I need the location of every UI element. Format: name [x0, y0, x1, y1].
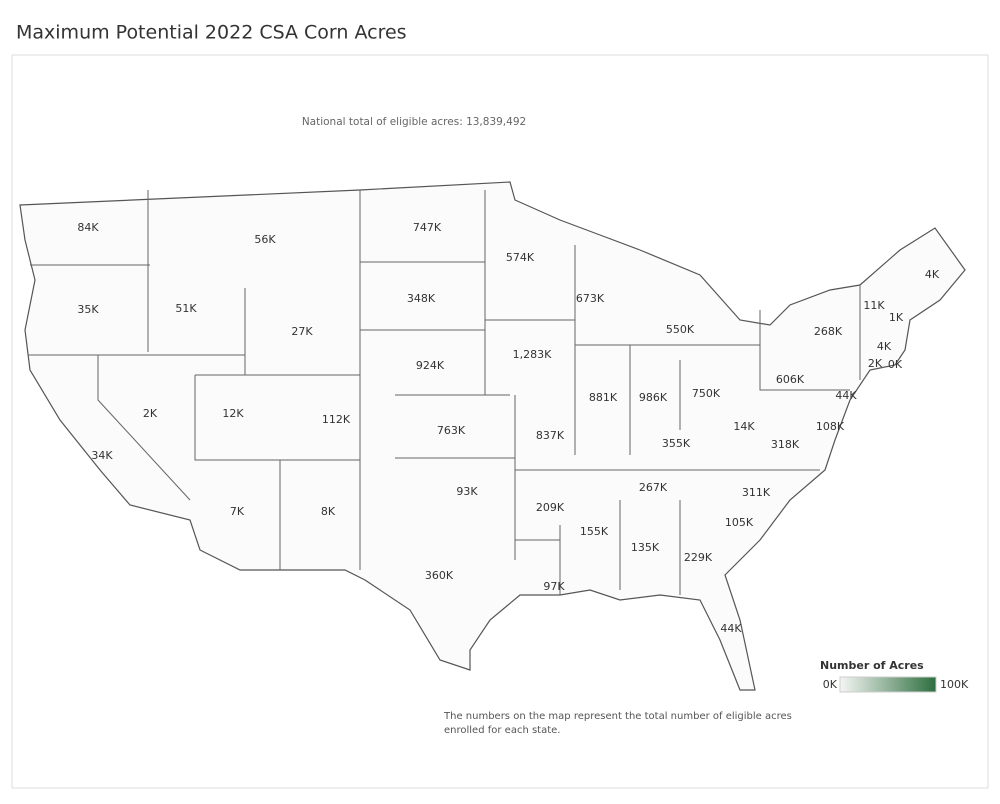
state-label: 105K [725, 516, 754, 529]
state-label: 1,283K [513, 348, 552, 361]
state-label: 4K [877, 340, 892, 353]
title: Maximum Potential 2022 CSA Corn Acres [16, 22, 407, 44]
state-label: 2K [143, 407, 158, 420]
state-label: 209K [536, 501, 565, 514]
state-label: 268K [814, 325, 843, 338]
state-label: 35K [77, 303, 99, 316]
state-label: 51K [175, 302, 197, 315]
state-label: 34K [91, 449, 113, 462]
state-label: 44K [835, 389, 857, 402]
state-label: 311K [742, 486, 771, 499]
state-label: 986K [639, 391, 668, 404]
state-label: 348K [407, 292, 436, 305]
state-label: 44K [720, 622, 742, 635]
state-label: 0K [888, 358, 903, 371]
state-borders [28, 190, 861, 595]
state-label: 924K [416, 359, 445, 372]
state-label: 1K [889, 311, 904, 324]
state-label: 155K [580, 525, 609, 538]
frame [11, 54, 989, 789]
state-label: 606K [776, 373, 805, 386]
state-label: 27K [291, 325, 313, 338]
state-label: 881K [589, 391, 618, 404]
state-label: 84K [77, 221, 99, 234]
state-label: 673K [576, 292, 605, 305]
state-label: 763K [437, 424, 466, 437]
state-label: 11K [863, 299, 885, 312]
state-label: 837K [536, 429, 565, 442]
state-label: 267K [639, 481, 668, 494]
state-label: 2K [868, 357, 883, 370]
state-label: 112K [322, 413, 351, 426]
footnote: The numbers on the map represent the tot… [443, 711, 792, 722]
state-label: 8K [321, 505, 336, 518]
state-label: 56K [254, 233, 276, 246]
state-label: 750K [692, 387, 721, 400]
state-label: 574K [506, 251, 535, 264]
subtitle: National total of eligible acres: 13,839… [302, 116, 526, 128]
legend-min: 0K [823, 678, 838, 691]
state-label: 12K [222, 407, 244, 420]
us-outline [19, 181, 966, 691]
state-label: 14K [733, 420, 755, 433]
legend-title: Number of Acres [820, 659, 924, 672]
state-label: 7K [230, 505, 245, 518]
state-label: 355K [662, 437, 691, 450]
legend-max: 100K [940, 678, 969, 691]
footnote: enrolled for each state. [444, 725, 560, 736]
state-label: 360K [425, 569, 454, 582]
state-label: 4K [925, 268, 940, 281]
state-label: 747K [413, 221, 442, 234]
state-label: 93K [456, 485, 478, 498]
state-label: 550K [666, 323, 695, 336]
state-label: 108K [816, 420, 845, 433]
state-label: 135K [631, 541, 660, 554]
legend-ramp [839, 676, 937, 693]
state-label: 318K [771, 438, 800, 451]
state-label: 229K [684, 551, 713, 564]
state-label: 97K [543, 580, 565, 593]
